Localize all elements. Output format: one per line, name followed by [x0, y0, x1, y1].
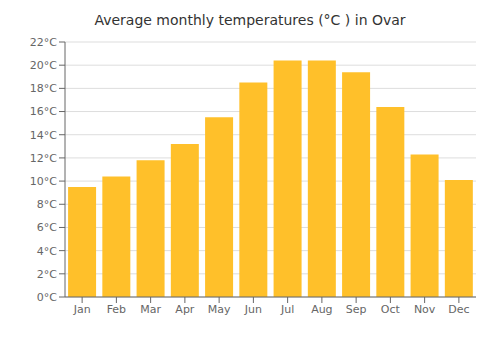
svg-text:Feb: Feb: [107, 303, 126, 316]
svg-text:12°C: 12°C: [30, 152, 57, 165]
svg-text:May: May: [208, 303, 231, 316]
svg-text:20°C: 20°C: [30, 59, 57, 72]
svg-text:2°C: 2°C: [37, 268, 57, 281]
svg-text:Oct: Oct: [381, 303, 401, 316]
svg-text:18°C: 18°C: [30, 82, 57, 95]
svg-text:Nov: Nov: [414, 303, 436, 316]
svg-text:14°C: 14°C: [30, 129, 57, 142]
svg-text:Apr: Apr: [175, 303, 195, 316]
svg-text:10°C: 10°C: [30, 175, 57, 188]
svg-text:Jul: Jul: [280, 303, 294, 316]
svg-text:Dec: Dec: [448, 303, 469, 316]
svg-text:8°C: 8°C: [37, 198, 57, 211]
svg-text:Jan: Jan: [73, 303, 91, 316]
svg-text:6°C: 6°C: [37, 221, 57, 234]
svg-text:Aug: Aug: [311, 303, 332, 316]
svg-text:Jun: Jun: [244, 303, 262, 316]
svg-text:16°C: 16°C: [30, 105, 57, 118]
svg-text:Mar: Mar: [140, 303, 161, 316]
svg-text:0°C: 0°C: [37, 291, 57, 304]
svg-text:Sep: Sep: [346, 303, 367, 316]
svg-text:22°C: 22°C: [30, 36, 57, 49]
html-text:Average monthly temperatures (: Average monthly temperatures (°C ) in Ov…: [94, 12, 406, 28]
svg-text:4°C: 4°C: [37, 245, 57, 258]
